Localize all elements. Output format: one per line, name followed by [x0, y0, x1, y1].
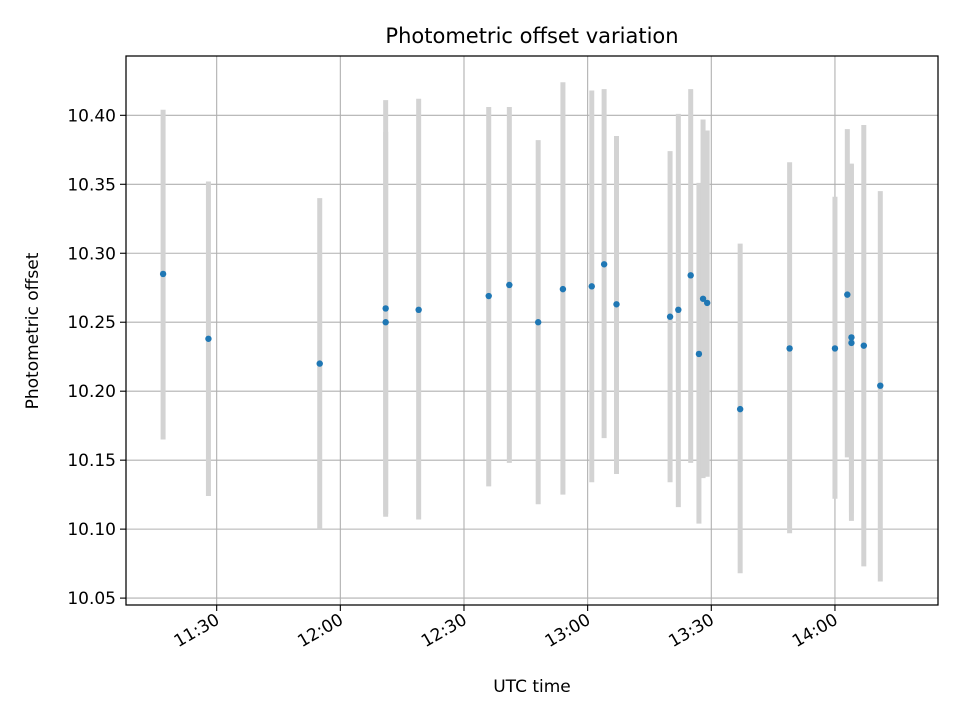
data-point	[600, 261, 608, 268]
plot-frame	[125, 55, 939, 606]
x-axis-label: UTC time	[493, 677, 571, 697]
data-point	[613, 301, 620, 308]
y-axis-label: Photometric offset	[23, 252, 43, 409]
y-tick-label: 10.35	[67, 175, 116, 195]
data-point	[534, 319, 542, 326]
data-point	[382, 305, 389, 312]
data-point	[666, 313, 674, 320]
data-point	[831, 345, 839, 352]
data-point	[860, 342, 868, 349]
data-point	[588, 283, 595, 290]
data-point	[695, 350, 703, 358]
y-tick-label: 10.10	[67, 520, 116, 540]
data-point	[382, 319, 389, 326]
data-point	[687, 272, 694, 279]
data-point	[316, 360, 323, 367]
data-point	[559, 285, 567, 293]
x-tick-label: 12:30	[418, 610, 470, 652]
data-point	[205, 335, 212, 342]
data-point	[877, 382, 884, 389]
x-tick-label: 12:00	[294, 610, 346, 652]
error-bars	[160, 82, 883, 582]
x-tick-label: 11:30	[171, 610, 223, 652]
y-tick-label: 10.20	[67, 382, 116, 402]
y-tick-label: 10.05	[67, 589, 116, 609]
data-point	[506, 281, 513, 289]
data-point	[485, 292, 492, 300]
x-axis-ticks: 11:30 12:00 12:30 13:00 13:30 14:00	[171, 605, 841, 652]
data-points	[159, 261, 884, 413]
data-point	[699, 295, 707, 302]
y-tick-label: 10.40	[67, 106, 116, 126]
grid-lines	[126, 56, 938, 605]
y-tick-label: 10.15	[67, 451, 116, 471]
data-point	[848, 339, 855, 347]
data-point	[703, 299, 711, 307]
data-point	[159, 270, 167, 278]
y-tick-label: 10.30	[67, 244, 116, 264]
data-point	[415, 306, 422, 314]
data-point	[786, 345, 793, 352]
data-point	[675, 306, 682, 314]
x-tick-label: 14:00	[789, 610, 841, 652]
data-point	[848, 334, 855, 341]
y-axis-ticks: 10.05 10.10 10.15 10.20 10.25 10.30 10.35 10.40	[67, 106, 126, 609]
chart-title: Photometric offset variation	[385, 24, 678, 48]
data-point	[736, 405, 744, 413]
y-tick-label: 10.25	[67, 313, 116, 333]
x-tick-label: 13:30	[665, 610, 717, 652]
x-tick-label: 13:00	[542, 610, 594, 652]
data-point	[844, 291, 851, 298]
